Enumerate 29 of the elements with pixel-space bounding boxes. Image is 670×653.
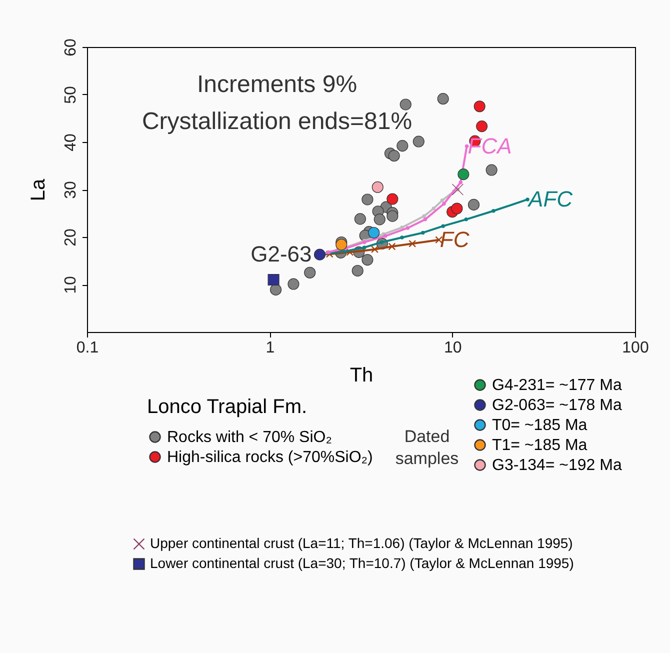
y-tick-label: 20 — [62, 228, 80, 246]
legend-label: Upper continental crust (La=11; Th=1.06) (Taylor & McLennan 1995) — [150, 535, 573, 551]
text: Dated samples — [395, 427, 459, 468]
legend-title: Lonco Trapial Fm. — [147, 396, 308, 418]
legend-label: G4-231= ~177 Ma — [492, 377, 622, 394]
legend-label: G3-134= ~192 Ma — [492, 457, 622, 474]
series-label: FCA — [468, 133, 512, 158]
y-tick-label: 50 — [62, 86, 80, 104]
y-tick-label: 40 — [62, 134, 80, 152]
legend-label: High-silica rocks (>70%SiO₂) — [167, 449, 373, 466]
x-tick-label: 0.1 — [76, 340, 99, 356]
legend-label: Lower continental crust (La=30; Th=10.7) (Taylor & McLennan 1995) — [150, 555, 574, 571]
legend-label: T0= ~185 Ma — [492, 417, 588, 434]
series-label: AFC — [526, 186, 573, 212]
series-label: FC — [440, 226, 470, 252]
x-tick-label: 1 — [266, 340, 275, 356]
y-tick-label: 10 — [62, 276, 80, 294]
y-axis-title: La — [28, 178, 50, 202]
annotation: G2-63 — [250, 242, 312, 267]
x-tick-label: 100 — [622, 340, 649, 356]
annotation: Crystallization ends=81% — [142, 108, 412, 135]
y-tick-label: 30 — [62, 181, 80, 199]
x-tick-label: 10 — [444, 340, 462, 356]
legend-label: T1= ~185 Ma — [492, 437, 588, 454]
legend-label: G2-063= ~178 Ma — [492, 397, 622, 414]
annotation: Increments 9% — [196, 71, 358, 98]
legend-label: Rocks with < 70% SiO₂ — [167, 429, 332, 446]
x-axis-title: Th — [350, 364, 374, 386]
y-tick-label: 60 — [62, 38, 80, 56]
